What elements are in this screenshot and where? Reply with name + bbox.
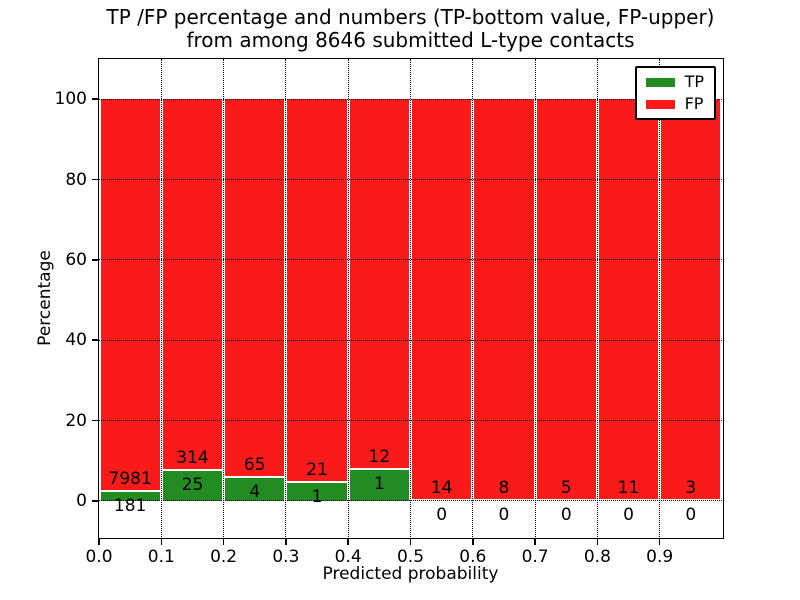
- bar-value-label-tp: 0: [436, 504, 448, 525]
- v-gridline: [534, 59, 536, 537]
- chart-title: TP /FP percentage and numbers (TP-bottom…: [99, 6, 722, 52]
- v-gridline: [160, 59, 162, 537]
- x-tick: [658, 538, 661, 545]
- bar-value-label-fp: 5: [560, 477, 572, 498]
- y-tick-label: 0: [76, 490, 87, 511]
- bar-segment-tp: [287, 482, 347, 501]
- x-tick-label: 0.6: [459, 547, 487, 567]
- bar-segment-fp: [412, 99, 472, 501]
- y-tick: [91, 419, 98, 422]
- x-tick: [347, 538, 349, 545]
- bar-value-label-tp: 181: [113, 495, 147, 516]
- x-tick-label: 0.4: [334, 547, 362, 567]
- y-tick-label: 40: [65, 330, 87, 351]
- bar-value-label-fp: 7981: [108, 468, 152, 489]
- x-tick: [285, 538, 287, 545]
- bar-segment-fp: [661, 99, 721, 501]
- x-tick-label: 0.8: [583, 547, 611, 567]
- legend-label-fp: FP: [684, 94, 704, 113]
- v-gridline: [223, 59, 225, 537]
- bar-value-label-fp: 314: [176, 448, 209, 469]
- bar-value-label-tp: 25: [181, 475, 204, 496]
- y-tick: [91, 339, 98, 341]
- bar-segment-tp: [349, 469, 409, 501]
- y-tick: [91, 98, 98, 100]
- bar-value-label-tp: 0: [623, 504, 634, 525]
- bar-value-label-tp: 0: [560, 504, 572, 525]
- x-tick: [222, 538, 225, 545]
- x-axis-label: Predicted probability: [322, 564, 499, 584]
- bar-segment-fp: [598, 99, 659, 501]
- v-gridline: [410, 59, 411, 537]
- y-tick-label: 60: [65, 249, 87, 270]
- bar-value-label-fp: 11: [617, 477, 640, 498]
- bar-value-label-tp: 4: [249, 481, 261, 502]
- bar-segment-fp: [162, 99, 223, 472]
- bar-segment-fp: [349, 99, 409, 470]
- y-tick: [91, 178, 98, 181]
- v-gridline: [472, 59, 474, 537]
- y-tick-label: 80: [65, 169, 87, 190]
- bar-value-label-tp: 0: [498, 504, 510, 525]
- x-tick-label: 0.0: [85, 547, 113, 567]
- bar-segment-tp: [225, 477, 285, 501]
- x-tick: [160, 538, 163, 545]
- y-tick-label: 20: [65, 410, 87, 431]
- bar-value-label-tp: 0: [685, 504, 697, 525]
- x-tick: [472, 538, 474, 545]
- x-tick-label: 0.5: [396, 547, 425, 567]
- v-gridline: [659, 59, 661, 537]
- fp-legend-swatch: [645, 99, 675, 109]
- x-tick: [98, 538, 100, 545]
- legend-label-tp: TP: [684, 72, 704, 91]
- x-tick-label: 0.3: [272, 547, 300, 567]
- bar-value-label-fp: 3: [685, 477, 697, 498]
- bar-segment-tp: [100, 491, 160, 501]
- legend-item-fp: FP: [645, 94, 704, 113]
- bar-segment-fp: [100, 99, 160, 492]
- x-tick-label: 0.1: [147, 547, 175, 567]
- v-gridline: [596, 59, 598, 537]
- chart-title-line1: TP /FP percentage and numbers (TP-bottom…: [106, 5, 715, 29]
- bar-segment-fp: [536, 99, 596, 501]
- legend: TP FP: [634, 66, 716, 120]
- y-tick-label: 100: [54, 89, 87, 110]
- bar-value-label-fp: 12: [368, 446, 391, 467]
- v-gridline: [285, 59, 287, 537]
- tp-legend-swatch: [645, 77, 675, 87]
- v-gridline: [347, 59, 349, 537]
- y-tick: [91, 500, 98, 502]
- x-tick: [596, 538, 599, 545]
- x-tick-label: 0.9: [646, 547, 674, 567]
- bar-segment-fp: [287, 99, 347, 483]
- y-tick: [91, 259, 98, 261]
- chart-title-line2: from among 8646 submitted L-type contact…: [186, 28, 635, 52]
- bar-value-label-fp: 65: [243, 454, 266, 475]
- bar-segment-fp: [474, 99, 534, 501]
- x-tick: [534, 538, 536, 545]
- bar-value-label-tp: 1: [311, 486, 323, 507]
- x-tick-label: 0.7: [521, 547, 549, 567]
- bar-value-label-fp: 8: [498, 477, 510, 498]
- bar-value-label-tp: 1: [373, 473, 385, 494]
- plot-area: TP FP 7981 181 314 25 65 4 21 1 12 1 14 0 8 0 5 0 11 0 3 0: [97, 57, 724, 539]
- x-tick-label: 0.2: [210, 547, 238, 567]
- bar-segment-tp: [162, 471, 223, 501]
- bar-value-label-fp: 21: [306, 459, 328, 480]
- bar-segment-fp: [225, 99, 285, 478]
- bar-value-label-fp: 14: [430, 477, 453, 498]
- x-tick: [409, 538, 412, 545]
- legend-item-tp: TP: [645, 72, 704, 91]
